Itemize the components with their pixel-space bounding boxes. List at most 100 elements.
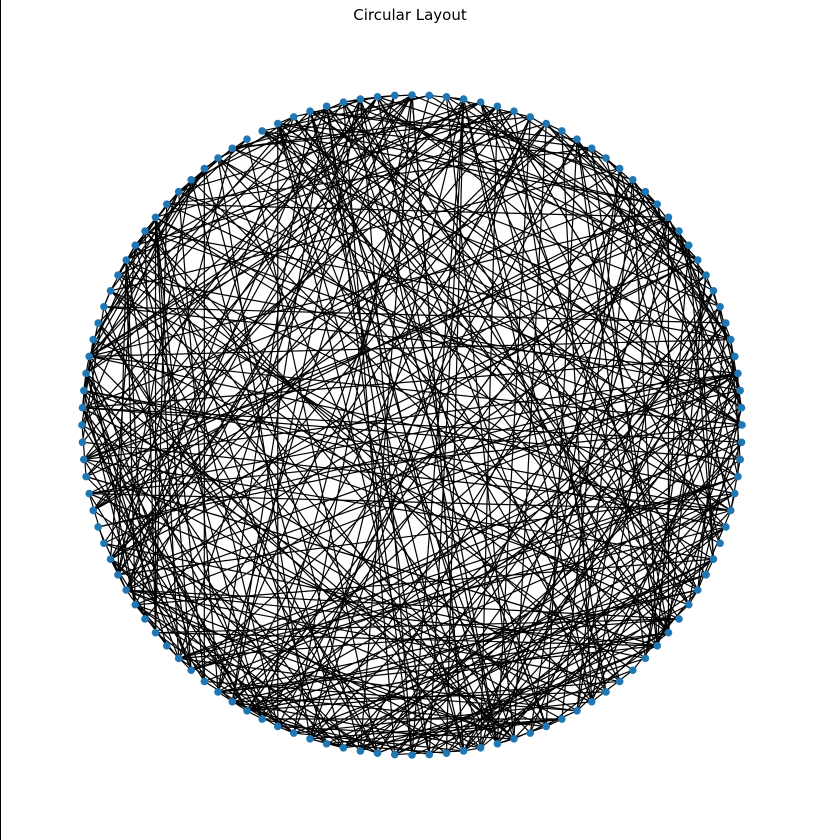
graph-edge [394,645,658,756]
graph-node [526,113,535,121]
graph-edge [83,372,739,461]
graph-edge [377,96,741,391]
graph-node [476,98,485,107]
graph-edge [117,148,233,575]
graph-node [106,286,115,295]
graph-edge [309,116,531,740]
graph-node [80,455,88,464]
graph-edge [513,123,547,739]
graph-edge [480,322,727,749]
graph-node [89,335,98,344]
graph-edge [81,96,378,443]
graph-node [408,751,416,759]
graph-edge [134,604,378,754]
graph-edge [591,148,658,646]
graph-node [716,302,724,311]
graph-edge [656,407,743,647]
graph-edge [155,632,658,647]
graph-edge [232,589,698,703]
graph-edge [190,179,344,748]
graph-node [693,586,702,594]
graph-node [390,750,399,759]
graph-node [675,227,683,235]
graph-node [722,319,730,327]
graph-node [151,213,160,222]
graph-node [85,352,94,361]
graph-edge [125,259,646,659]
graph-node [228,697,237,706]
graph-node [162,200,171,208]
graph-edge [117,259,127,575]
graph-edge [545,123,707,276]
graph-node [615,677,624,686]
graph-node [573,135,581,144]
graph-edge [110,259,699,560]
graph-node [373,749,382,757]
graph-node [174,187,183,196]
graph-edge [134,604,233,703]
graph-node [174,654,183,663]
graph-edge [88,493,205,682]
graph-edge [89,355,743,426]
graph-edge [309,110,578,140]
graph-edge [110,123,547,560]
graph-node [641,187,650,196]
graph-edge [545,123,732,340]
graph-node [131,241,140,250]
graph-edge [125,110,515,591]
graph-node [373,93,382,101]
graph-node [442,93,451,101]
graph-edge [81,96,378,426]
graph-edge [178,476,739,659]
graph-edge [178,526,726,659]
graph-node [273,119,282,128]
graph-edge [513,111,607,693]
graph-edge [480,101,721,544]
graph-node [542,722,551,731]
graph-edge [496,105,736,494]
graph-node [228,144,237,153]
graph-edge [134,244,498,745]
graph-edge [110,98,361,560]
graph-node [726,335,735,344]
graph-edge [178,191,743,426]
graph-node [726,506,735,515]
graph-node [734,472,742,481]
graph-node [200,677,209,686]
graph-edge [82,407,607,693]
graph-edge [88,116,531,357]
graph-node [85,489,94,498]
graph-edge [81,424,263,720]
graph-node [289,729,298,737]
graph-node [94,523,102,531]
graph-edge [667,217,741,391]
graph-node [730,352,739,361]
graph-node [653,200,662,208]
graph-edge [217,98,465,693]
graph-node [702,271,710,279]
graph-node [684,241,693,250]
graph-edge [178,191,219,693]
graph-node [738,421,746,429]
graph-edge [155,216,727,528]
graph-edge [591,147,732,340]
graph-edge [217,101,344,159]
graph-edge [394,390,741,755]
graph-node [653,642,662,650]
graph-edge [135,372,739,606]
graph-node [587,697,596,706]
graph-edge [178,123,547,659]
graph-edge [85,476,658,647]
graph-node [459,747,468,755]
graph-edge [667,217,736,357]
graph-edge [117,355,735,576]
graph-edge [688,245,715,560]
graph-edge [231,147,743,426]
graph-node [629,175,637,184]
graph-edge [92,96,379,511]
graph-edge [217,632,669,693]
graph-node [675,615,683,623]
graph-edge [342,322,727,749]
graph-node [214,154,222,162]
